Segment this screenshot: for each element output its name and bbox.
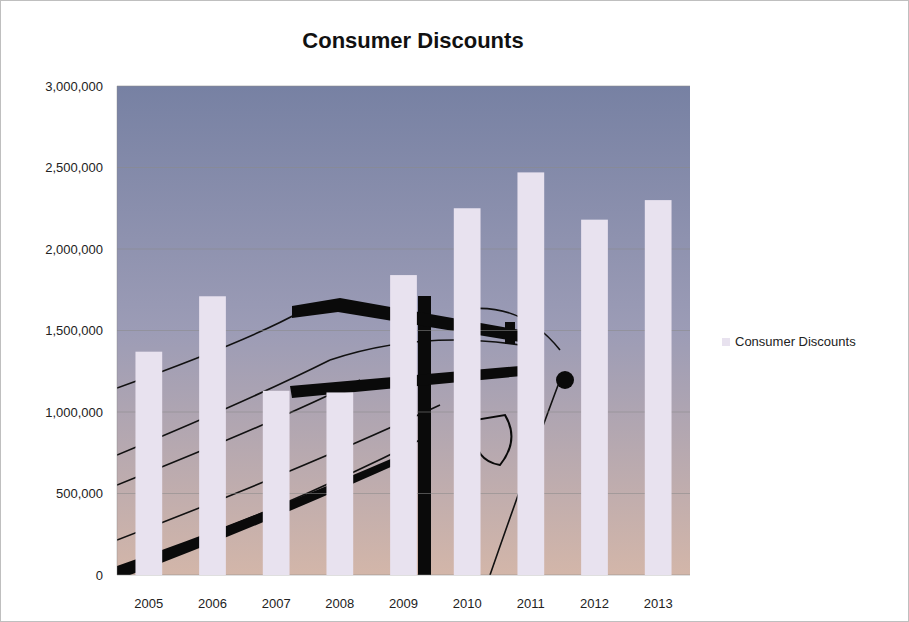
pole-silhouette <box>117 296 574 575</box>
bar <box>645 200 672 575</box>
insulator <box>505 322 515 344</box>
chart-title: Consumer Discounts <box>302 28 523 53</box>
y-axis-line <box>117 86 118 575</box>
bar <box>326 392 353 575</box>
x-tick-label: 2005 <box>134 596 163 611</box>
y-tick-label: 1,500,000 <box>45 323 103 338</box>
insulator <box>556 371 574 389</box>
x-tick-label: 2009 <box>389 596 418 611</box>
bars <box>135 172 671 575</box>
x-tick-label: 2013 <box>644 596 673 611</box>
y-tick-label: 3,000,000 <box>45 79 103 94</box>
bar <box>517 172 544 575</box>
x-tick-label: 2007 <box>262 596 291 611</box>
x-tick-label: 2010 <box>453 596 482 611</box>
bar <box>263 391 290 575</box>
x-tick-label: 2008 <box>325 596 354 611</box>
chart-root: 0 500,000 1,000,000 1,500,000 2,000,000 2,500… <box>0 0 909 622</box>
x-tick-label: 2006 <box>198 596 227 611</box>
y-tick-label: 500,000 <box>56 486 103 501</box>
grid-line <box>117 167 690 168</box>
legend-label: Consumer Discounts <box>735 334 856 349</box>
legend-swatch <box>722 338 730 346</box>
plot-background <box>117 86 690 575</box>
pole <box>418 296 431 575</box>
bar <box>454 208 481 575</box>
y-tick-label: 0 <box>96 568 103 583</box>
y-tick-label: 1,000,000 <box>45 405 103 420</box>
x-tick-label: 2012 <box>580 596 609 611</box>
chart-svg: 0 500,000 1,000,000 1,500,000 2,000,000 2,500… <box>0 0 909 622</box>
chart-border <box>1 1 909 622</box>
bar <box>390 275 417 575</box>
bar <box>199 296 226 575</box>
legend: Consumer Discounts <box>722 334 856 349</box>
bar <box>581 220 608 575</box>
grid-line <box>117 86 690 87</box>
x-tick-label: 2011 <box>517 596 545 611</box>
y-tick-label: 2,500,000 <box>45 160 103 175</box>
y-tick-label: 2,000,000 <box>45 242 103 257</box>
bar <box>135 352 162 575</box>
